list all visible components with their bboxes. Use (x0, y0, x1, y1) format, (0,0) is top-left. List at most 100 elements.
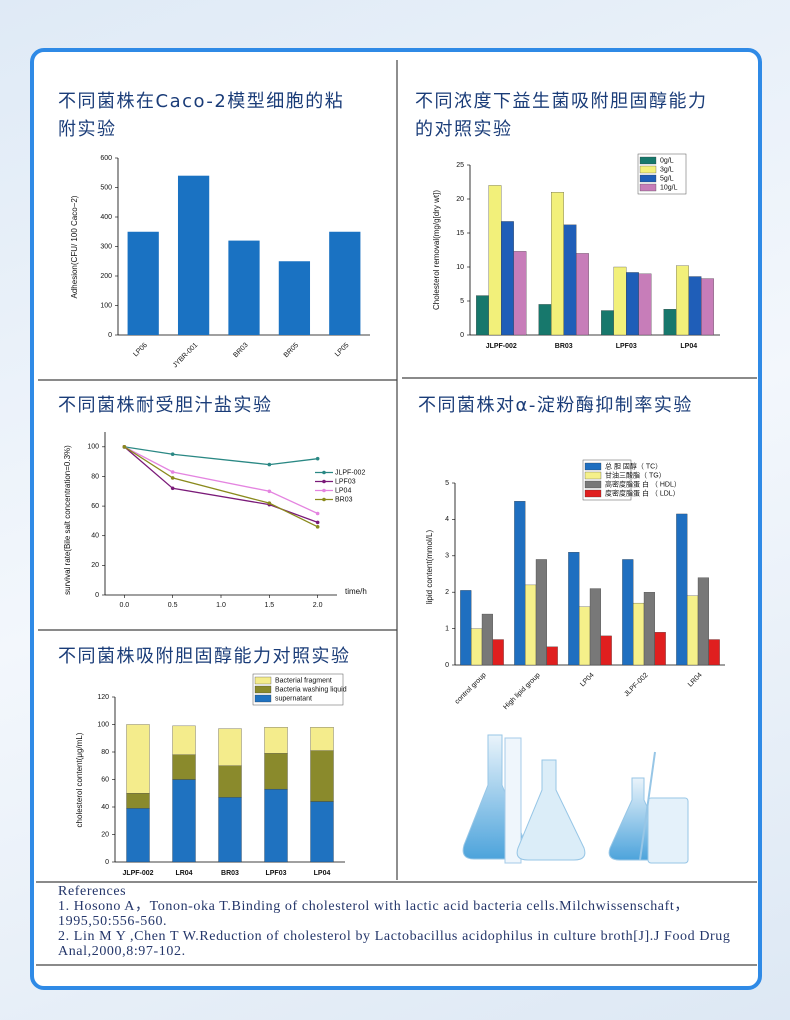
line (123, 446, 318, 528)
x-tick-label: 1.5 (264, 602, 274, 609)
bar (600, 635, 612, 666)
x-tick-label: BR03 (555, 343, 573, 350)
legend-swatch (584, 489, 602, 498)
legend-marker (322, 497, 326, 502)
bar (476, 295, 489, 336)
bar-segment (218, 728, 242, 766)
bar (546, 646, 558, 666)
x-tick-label: LP06 (132, 342, 149, 359)
y-tick-label: 0 (105, 859, 109, 866)
bar (601, 310, 614, 336)
y-tick-label: 5 (460, 298, 464, 305)
y-tick-label: 0 (460, 332, 464, 339)
bar (228, 240, 260, 335)
y-tick-label: 5 (445, 480, 449, 487)
x-tick-label: LR04 (175, 870, 192, 877)
point (267, 489, 272, 494)
x-tick-label: 1.0 (216, 602, 226, 609)
y-tick-label: 0 (445, 662, 449, 669)
bar (568, 552, 580, 666)
x-tick-label: LR04 (687, 672, 704, 689)
bar (638, 273, 652, 336)
y-tick-label: 25 (456, 162, 464, 169)
legend-label: 甘油三酸脂（ TG） (605, 470, 666, 479)
bar (589, 588, 601, 666)
bar-segment (126, 793, 150, 809)
bar (278, 261, 311, 335)
legend-swatch (639, 156, 657, 165)
bar (329, 231, 361, 335)
point (267, 501, 272, 505)
x-tick-label: 0.0 (119, 602, 129, 609)
legend-swatch (254, 676, 272, 685)
x-tick-label: BR03 (232, 342, 249, 359)
x-tick-label: BR03 (221, 870, 239, 877)
bar (663, 309, 677, 336)
bar-segment (310, 750, 334, 802)
y-axis-label: lipid content(mmol/L) (425, 530, 434, 605)
chart-title: 不同菌株对α-淀粉酶抑制率实验 (418, 395, 693, 416)
x-tick-label: LP05 (334, 342, 351, 359)
line (124, 446, 318, 466)
bar (501, 221, 514, 336)
legend-swatch (639, 165, 657, 174)
bar (576, 253, 589, 336)
x-tick-label: 0.5 (168, 602, 178, 609)
point (170, 452, 175, 457)
bar (688, 276, 702, 336)
point (315, 511, 320, 516)
bar (514, 501, 526, 666)
y-tick-label: 100 (97, 721, 109, 728)
reference-item: 1. Hosono A，Tonon-oka T.Binding of chole… (58, 899, 689, 929)
point (170, 486, 175, 491)
x-tick-label: JYBR-001 (172, 342, 200, 370)
bar (708, 639, 720, 666)
y-tick-label: 10 (456, 264, 464, 271)
legend-label: LPF03 (335, 478, 356, 485)
legend-swatch (584, 462, 602, 471)
bar-segment (264, 788, 288, 863)
bar-segment (218, 765, 242, 798)
y-tick-label: 15 (456, 230, 464, 237)
y-tick-label: 600 (100, 155, 112, 162)
bar (701, 278, 714, 336)
y-tick-label: 4 (445, 516, 449, 523)
legend-label: 高密度脂蛋 白 （ HDL） (605, 479, 681, 488)
bar (622, 559, 634, 666)
y-tick-label: 40 (91, 533, 99, 540)
bar (535, 559, 547, 666)
legend-swatch (254, 694, 272, 703)
line (123, 446, 318, 524)
y-tick-label: 60 (91, 503, 99, 510)
legend-marker (322, 479, 326, 484)
bar (481, 613, 493, 666)
bar-segment (310, 801, 334, 863)
bar (538, 304, 552, 336)
references-heading: References (58, 884, 127, 899)
y-tick-label: 20 (91, 562, 99, 569)
bar (633, 602, 645, 666)
y-tick-label: 80 (101, 749, 109, 756)
bar-segment (264, 727, 288, 754)
x-tick-label: 2.0 (313, 602, 323, 609)
y-tick-label: 40 (101, 804, 109, 811)
point (170, 476, 175, 480)
legend-label: 0g/L (660, 157, 674, 164)
legend-label: 总 胆 固醇（ TC） (605, 461, 662, 470)
bar (626, 272, 639, 336)
chart-title: 不同菌株在Caco-2模型细胞的粘附实验 (58, 91, 345, 140)
bar (177, 175, 210, 335)
x-axis-label: time/h (345, 587, 367, 596)
legend-swatch (584, 480, 602, 489)
legend-label: Bacterial fragment (275, 677, 332, 684)
x-tick-label: LP04 (314, 870, 331, 877)
x-tick-label: control group (454, 672, 488, 706)
bar (579, 606, 591, 666)
legend-label: LP04 (335, 487, 351, 494)
bar-segment (172, 754, 196, 780)
point (315, 456, 320, 461)
legend-marker (322, 470, 326, 475)
legend-swatch (254, 685, 272, 694)
